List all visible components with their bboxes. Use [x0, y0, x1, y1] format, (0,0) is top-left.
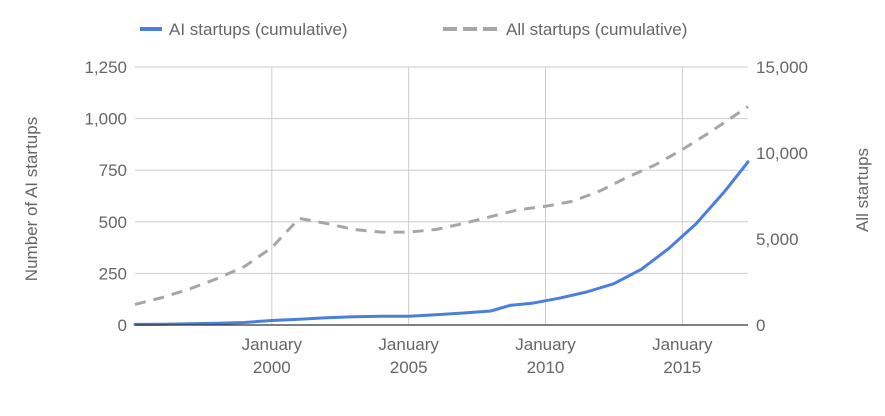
all-startups-series-line	[134, 105, 749, 306]
y-right-tick-label: 10,000	[756, 144, 808, 163]
y-right-axis-title: All startups	[853, 148, 872, 232]
y-left-tick-label: 1,250	[84, 58, 127, 77]
y-right-tick-label: 0	[756, 316, 765, 335]
y-left-tick-label: 0	[118, 316, 127, 335]
series-layer	[133, 105, 750, 326]
legend-label-all-startups: All startups (cumulative)	[506, 20, 687, 39]
y-left-tick-label: 1,000	[84, 110, 127, 129]
x-tick-label-month: January	[515, 335, 576, 354]
legend: AI startups (cumulative) All startups (cu…	[140, 20, 687, 39]
x-tick-label-year: 2000	[253, 358, 291, 377]
y-left-tick-label: 750	[99, 161, 127, 180]
y-left-axis-title: Number of AI startups	[22, 117, 41, 281]
x-tick-label-year: 2015	[663, 358, 701, 377]
x-tick-label-month: January	[242, 335, 303, 354]
y-left-tick-label: 500	[99, 213, 127, 232]
x-tick-label-year: 2005	[390, 358, 428, 377]
y-right-tick-label: 5,000	[756, 230, 799, 249]
ai-startups-series-line	[133, 160, 750, 326]
legend-label-ai-startups: AI startups (cumulative)	[169, 20, 348, 39]
x-tick-label-year: 2010	[527, 358, 565, 377]
axis-layer: 0 250 500 750 1,000 1,250 0 5,000 10,000 15,000 Ja…	[22, 58, 872, 377]
grid-layer	[135, 66, 748, 325]
y-left-tick-label: 250	[99, 264, 127, 283]
x-tick-label-month: January	[378, 335, 439, 354]
x-tick-label-month: January	[652, 335, 713, 354]
y-right-tick-label: 15,000	[756, 58, 808, 77]
